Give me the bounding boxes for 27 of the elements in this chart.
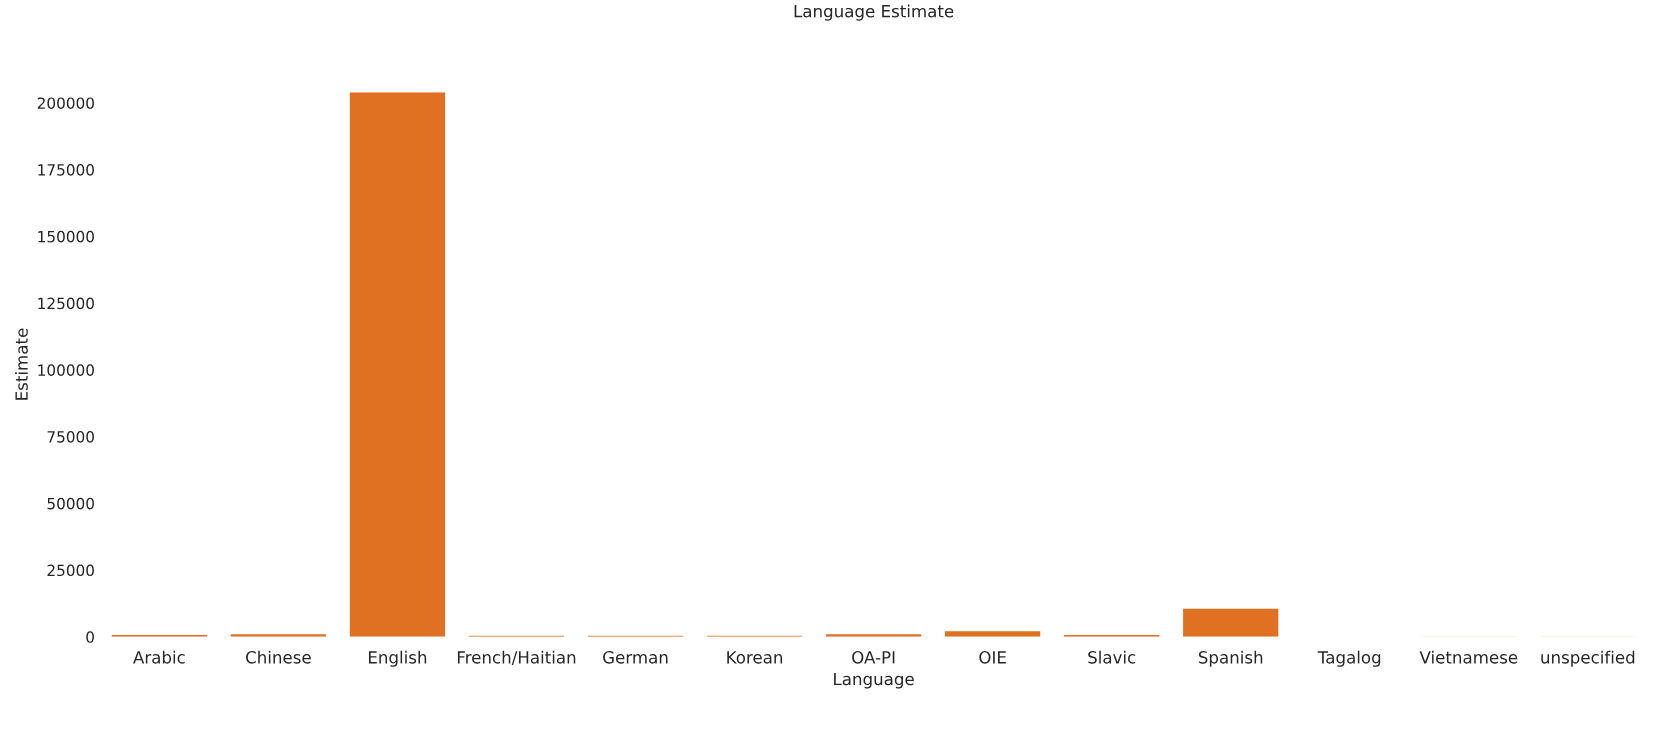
x-tick-label: Spanish bbox=[1198, 650, 1263, 667]
y-tick-label: 75000 bbox=[47, 431, 94, 443]
y-tick-label: 100000 bbox=[38, 364, 94, 376]
x-tick-label: Korean bbox=[727, 651, 783, 664]
x-tick-label: Arabic bbox=[133, 650, 185, 664]
y-tick-label: 25000 bbox=[47, 564, 94, 577]
x-tick-label: Tagalog bbox=[1317, 650, 1381, 667]
x-tick-label: English bbox=[368, 650, 427, 667]
x-tick-label: French/Haitian bbox=[457, 650, 576, 665]
x-axis-title: Language bbox=[834, 672, 914, 689]
x-tick-label: Vietnamese bbox=[1419, 650, 1518, 664]
x-tick-label: Chinese bbox=[246, 650, 311, 664]
y-tick-label: 50000 bbox=[47, 497, 94, 510]
chart-title: Language Estimate bbox=[794, 4, 954, 21]
bar bbox=[349, 92, 446, 637]
x-tick-label: Slavic bbox=[1088, 650, 1136, 664]
y-tick-label: 175000 bbox=[38, 164, 94, 176]
x-tick-label: German bbox=[603, 651, 668, 664]
bar bbox=[1183, 608, 1279, 637]
y-tick-label: 125000 bbox=[38, 297, 94, 310]
y-tick-label: 150000 bbox=[38, 230, 94, 243]
x-tick-label: unspecified bbox=[1541, 650, 1635, 667]
y-tick-label: 200000 bbox=[37, 97, 94, 109]
x-tick-label: OIE bbox=[979, 651, 1006, 664]
x-tick-label: OA-PI bbox=[852, 651, 895, 664]
y-axis-title: Estimate bbox=[14, 328, 28, 400]
y-tick-label: 0 bbox=[86, 631, 94, 643]
